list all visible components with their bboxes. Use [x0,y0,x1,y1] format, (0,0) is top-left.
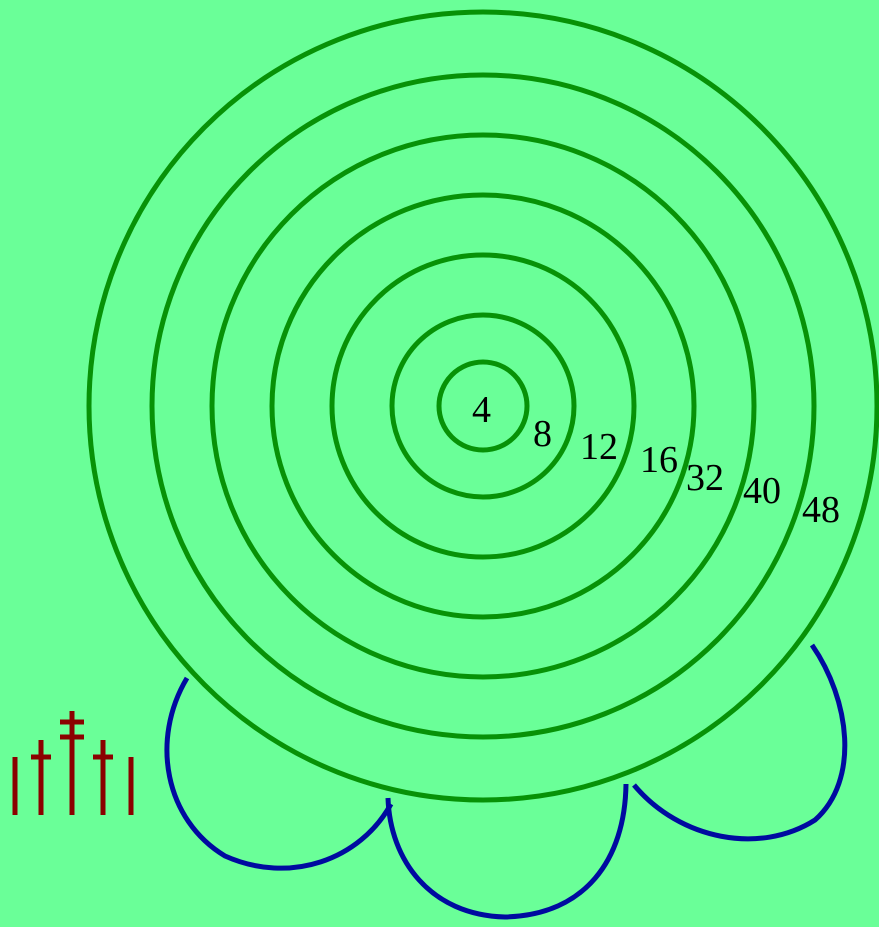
ring-label-8: 8 [533,413,552,455]
ring-16 [269,192,697,620]
scallop-arc-3 [632,643,848,842]
crosses-icon [12,711,134,815]
ring-label-16: 16 [640,439,678,481]
scallop-arc-2 [385,783,629,920]
ring-label-40: 40 [743,470,781,512]
ring-48 [86,9,879,803]
ring-label-4: 4 [472,389,491,431]
ring-32 [209,132,757,680]
concentric-rings [86,9,879,803]
ring-8 [389,312,577,500]
ring-labels: 48 12 16 32 40 48 [472,389,840,531]
ring-label-32: 32 [686,457,724,499]
ring-12 [329,252,637,560]
ring-4 [436,359,530,453]
ring-label-12: 12 [580,426,618,468]
scallop-arcs [164,643,848,920]
scallop-arc-1 [164,676,394,871]
ring-label-48: 48 [802,489,840,531]
ring-40 [149,72,817,740]
